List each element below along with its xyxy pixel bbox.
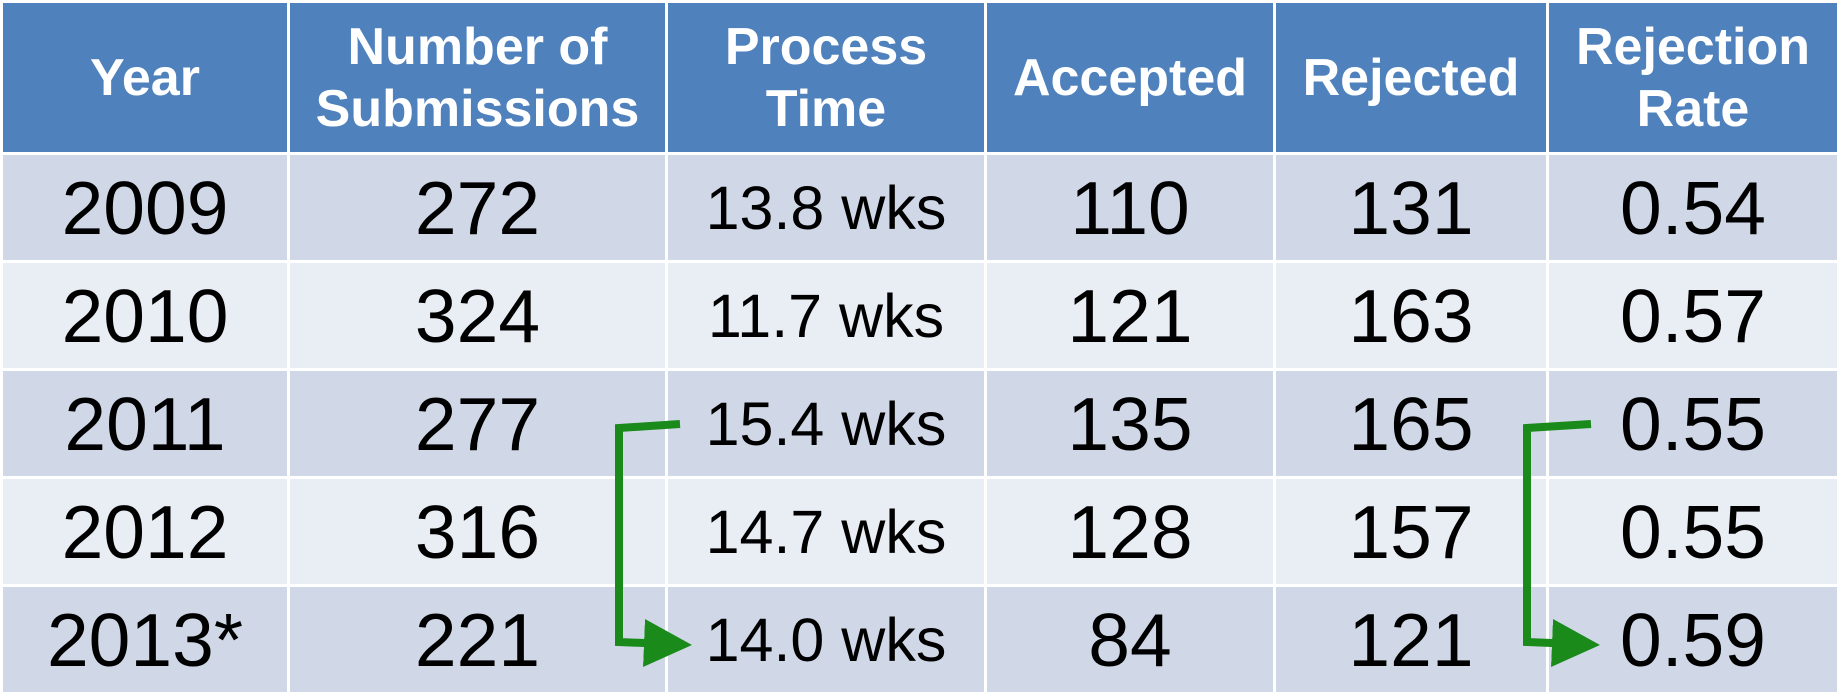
table-cell: 324 (287, 260, 668, 371)
table-cell: 2009 (0, 152, 290, 263)
table-cell: 163 (1273, 260, 1549, 371)
table-cell: 157 (1273, 476, 1549, 587)
table-cell: 121 (1273, 584, 1549, 692)
header-cell: Accepted (984, 0, 1276, 155)
table-cell: 2013* (0, 584, 290, 692)
table-cell: 11.7 wks (665, 260, 987, 371)
header-cell: Rejection Rate (1546, 0, 1837, 155)
header-cell: Rejected (1273, 0, 1549, 155)
table-cell: 0.54 (1546, 152, 1837, 263)
table-row: 2010 324 11.7 wks 121 163 0.57 (0, 260, 1837, 371)
table-cell: 121 (984, 260, 1276, 371)
table-cell: 0.59 (1546, 584, 1837, 692)
table-cell: 0.55 (1546, 368, 1837, 479)
table-cell: 14.0 wks (665, 584, 987, 692)
table-cell: 2011 (0, 368, 290, 479)
table-row: 2013* 221 14.0 wks 84 121 0.59 (0, 584, 1837, 692)
table-cell: 13.8 wks (665, 152, 987, 263)
table-cell: 135 (984, 368, 1276, 479)
table-cell: 272 (287, 152, 668, 263)
table-cell: 0.57 (1546, 260, 1837, 371)
table-row: 2009 272 13.8 wks 110 131 0.54 (0, 152, 1837, 263)
table-cell: 277 (287, 368, 668, 479)
table-cell: 165 (1273, 368, 1549, 479)
header-cell: Process Time (665, 0, 987, 155)
table-cell: 15.4 wks (665, 368, 987, 479)
table-cell: 128 (984, 476, 1276, 587)
table-cell: 131 (1273, 152, 1549, 263)
table-cell: 14.7 wks (665, 476, 987, 587)
table-row: 2012 316 14.7 wks 128 157 0.55 (0, 476, 1837, 587)
header-row: Year Number of Submissions Process Time Acc… (0, 0, 1837, 155)
table-cell: 221 (287, 584, 668, 692)
table-cell: 2012 (0, 476, 290, 587)
header-cell: Number of Submissions (287, 0, 668, 155)
table-cell: 316 (287, 476, 668, 587)
table-cell: 84 (984, 584, 1276, 692)
table-row: 2011 277 15.4 wks 135 165 0.55 (0, 368, 1837, 479)
table-cell: 2010 (0, 260, 290, 371)
table-cell: 110 (984, 152, 1276, 263)
table-cell: 0.55 (1546, 476, 1837, 587)
header-cell: Year (0, 0, 290, 155)
